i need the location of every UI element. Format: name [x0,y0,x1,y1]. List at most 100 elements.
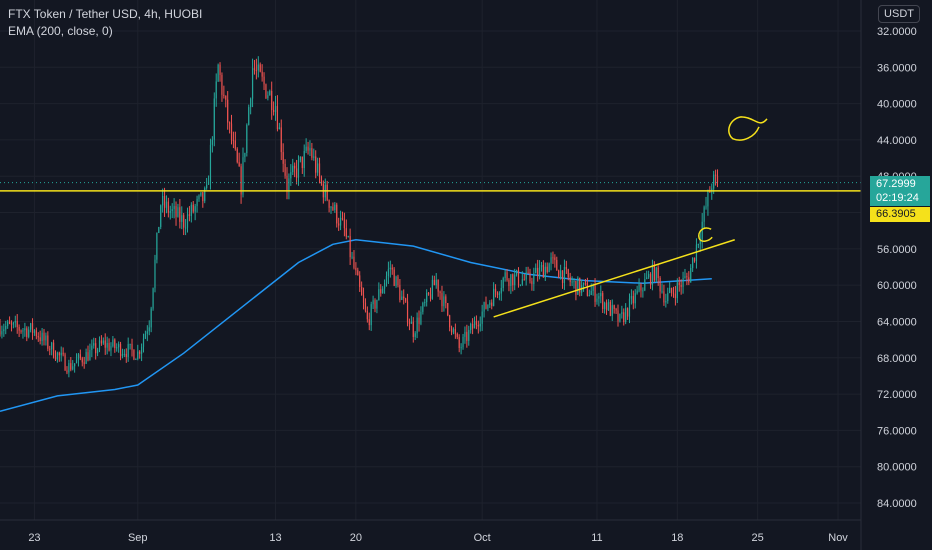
candle-body[interactable] [18,326,20,331]
candle-body[interactable] [328,199,330,208]
candle-body[interactable] [207,181,210,185]
candle-body[interactable] [632,296,634,304]
candle-body[interactable] [276,106,279,130]
candle-body[interactable] [118,344,120,348]
candle-body[interactable] [58,352,60,356]
candle-body[interactable] [630,296,632,299]
candle-body[interactable] [144,333,147,339]
candle-body[interactable] [682,277,684,287]
candle-body[interactable] [561,270,564,284]
candle-body[interactable] [227,99,229,123]
candle-body[interactable] [248,107,250,125]
candle-body[interactable] [426,292,428,303]
candle-body[interactable] [458,337,460,348]
candle-body[interactable] [299,156,301,161]
candle-body[interactable] [142,338,145,347]
candle-body[interactable] [5,326,7,330]
candle-body[interactable] [646,277,648,280]
candle-body[interactable] [690,268,692,283]
candle-body[interactable] [292,165,294,173]
candle-body[interactable] [602,293,604,309]
candle-body[interactable] [489,302,491,305]
candle-body[interactable] [525,272,527,280]
candle-body[interactable] [529,272,531,282]
candle-body[interactable] [393,269,395,286]
candle-body[interactable] [179,207,181,222]
candle-body[interactable] [343,219,345,229]
candle-body[interactable] [244,153,246,158]
candle-body[interactable] [619,313,621,322]
candle-body[interactable] [462,336,464,348]
candle-body[interactable] [452,329,455,333]
candle-body[interactable] [261,71,263,77]
candle-body[interactable] [51,342,53,350]
candle-body[interactable] [604,302,606,309]
candle-body[interactable] [238,162,240,167]
candle-body[interactable] [200,192,202,196]
candle-body[interactable] [31,323,34,333]
candle-body[interactable] [33,330,36,333]
candle-body[interactable] [204,188,206,202]
candle-body[interactable] [361,286,363,296]
candle-body[interactable] [424,302,426,304]
candle-body[interactable] [313,156,315,158]
candle-body[interactable] [169,211,171,213]
candle-body[interactable] [649,274,652,286]
candle-body[interactable] [194,206,196,212]
candle-body[interactable] [219,64,221,75]
candle-body[interactable] [288,178,290,191]
candle-body[interactable] [41,332,43,341]
candle-body[interactable] [265,84,267,99]
candle-body[interactable] [165,201,168,208]
candle-body[interactable] [558,270,560,278]
candle-body[interactable] [251,68,254,99]
candle-body[interactable] [66,370,68,373]
candle-body[interactable] [81,358,83,363]
candle-body[interactable] [688,277,690,283]
candle-body[interactable] [39,337,41,341]
candle-body[interactable] [655,267,657,281]
candle-body[interactable] [422,302,424,312]
candle-body[interactable] [670,287,673,293]
candle-body[interactable] [563,266,566,284]
candle-body[interactable] [496,292,499,295]
candle-body[interactable] [290,172,292,179]
candle-body[interactable] [605,302,608,311]
candle-body[interactable] [223,94,225,96]
candle-body[interactable] [493,288,495,306]
candle-body[interactable] [636,290,638,294]
symbol-title[interactable]: FTX Token / Tether USD, 4h, HUOBI [8,7,203,21]
candle-body[interactable] [315,156,317,173]
candle-body[interactable] [173,206,175,210]
candle-body[interactable] [449,315,451,328]
candle-body[interactable] [295,168,298,178]
candle-body[interactable] [659,277,661,292]
candle-body[interactable] [692,257,694,269]
candle-body[interactable] [347,236,349,238]
candle-body[interactable] [533,273,535,285]
candle-body[interactable] [391,267,393,270]
candle-body[interactable] [651,264,654,286]
candle-body[interactable] [196,198,198,207]
candle-body[interactable] [542,264,544,278]
candle-body[interactable] [318,163,321,178]
candle-body[interactable] [638,284,640,291]
candle-body[interactable] [475,321,478,325]
candle-body[interactable] [548,263,550,273]
candle-body[interactable] [74,363,76,367]
candle-body[interactable] [79,354,81,359]
candle-body[interactable] [613,305,615,309]
candle-body[interactable] [47,335,49,349]
candle-body[interactable] [577,277,579,295]
candle-body[interactable] [477,324,479,327]
candle-body[interactable] [156,233,158,260]
candle-body[interactable] [91,345,93,350]
candle-body[interactable] [24,328,26,331]
candle-body[interactable] [582,282,585,286]
candle-body[interactable] [160,205,162,227]
candle-body[interactable] [355,267,357,271]
candle-body[interactable] [676,282,678,299]
candle-body[interactable] [537,267,539,276]
candle-body[interactable] [540,264,543,268]
candle-body[interactable] [278,127,280,130]
